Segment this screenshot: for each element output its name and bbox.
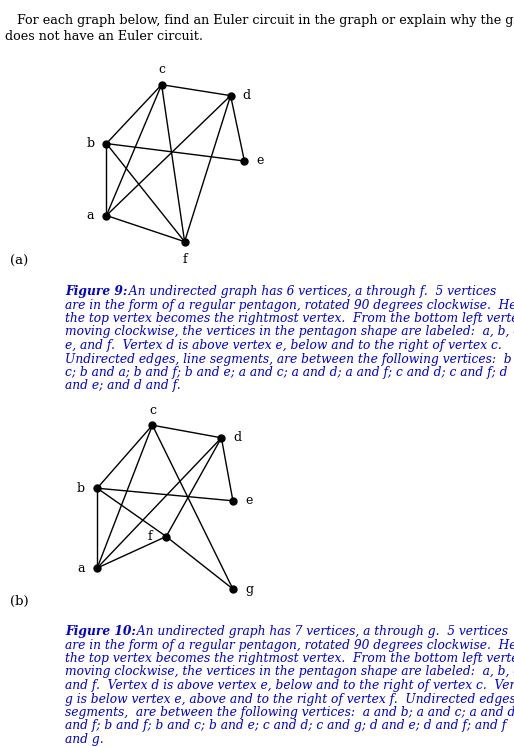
Text: For each graph below, find an Euler circuit in the graph or explain why the grap: For each graph below, find an Euler circ… [5,14,514,27]
Text: moving clockwise, the vertices in the pentagon shape are labeled:  a, b, c, e,: moving clockwise, the vertices in the pe… [65,666,514,678]
Text: d: d [243,89,251,102]
Text: g: g [245,583,253,595]
Text: (a): (a) [10,255,28,268]
Text: e, and f.  Vertex d is above vertex e, below and to the right of vertex c.: e, and f. Vertex d is above vertex e, be… [65,339,502,352]
Text: b: b [77,482,85,495]
Text: Figure 10:: Figure 10: [65,625,136,638]
Text: f: f [182,252,187,266]
Text: e: e [245,495,253,507]
Text: and f; b and f; b and c; b and e; c and d; c and g; d and e; d and f; and f: and f; b and f; b and c; b and e; c and … [65,719,506,733]
Text: are in the form of a regular pentagon, rotated 90 degrees clockwise.  Hence,: are in the form of a regular pentagon, r… [65,299,514,311]
Text: moving clockwise, the vertices in the pentagon shape are labeled:  a, b, c,: moving clockwise, the vertices in the pe… [65,326,514,338]
Text: segments,  are between the following vertices:  a and b; a and c; a and d; a: segments, are between the following vert… [65,706,514,719]
Text: c; b and a; b and f; b and e; a and c; a and d; a and f; c and d; c and f; d: c; b and a; b and f; b and e; a and c; a… [65,366,507,379]
Text: and f.  Vertex d is above vertex e, below and to the right of vertex c.  Vertex: and f. Vertex d is above vertex e, below… [65,679,514,692]
Text: a: a [77,562,85,574]
Text: (b): (b) [10,595,29,608]
Text: c: c [149,404,156,417]
Text: An undirected graph has 6 vertices, a through f.  5 vertices: An undirected graph has 6 vertices, a th… [121,285,496,298]
Text: the top vertex becomes the rightmost vertex.  From the bottom left vertex,: the top vertex becomes the rightmost ver… [65,312,514,325]
Text: d: d [233,431,242,444]
Text: g is below vertex e, above and to the right of vertex f.  Undirected edges, line: g is below vertex e, above and to the ri… [65,692,514,705]
Text: a: a [86,209,94,222]
Text: b: b [86,137,95,150]
Text: are in the form of a regular pentagon, rotated 90 degrees clockwise.  Hence,: are in the form of a regular pentagon, r… [65,639,514,651]
Text: and g.: and g. [65,733,104,746]
Text: the top vertex becomes the rightmost vertex.  From the bottom left vertex,: the top vertex becomes the rightmost ver… [65,652,514,665]
Text: f: f [148,530,153,543]
Text: e: e [257,155,264,167]
Text: Figure 9:: Figure 9: [65,285,127,298]
Text: An undirected graph has 7 vertices, a through g.  5 vertices: An undirected graph has 7 vertices, a th… [129,625,508,638]
Text: and e; and d and f.: and e; and d and f. [65,379,180,392]
Text: does not have an Euler circuit.: does not have an Euler circuit. [5,30,203,43]
Text: c: c [158,63,165,76]
Text: Undirected edges, line segments, are between the following vertices:  b and: Undirected edges, line segments, are bet… [65,353,514,365]
